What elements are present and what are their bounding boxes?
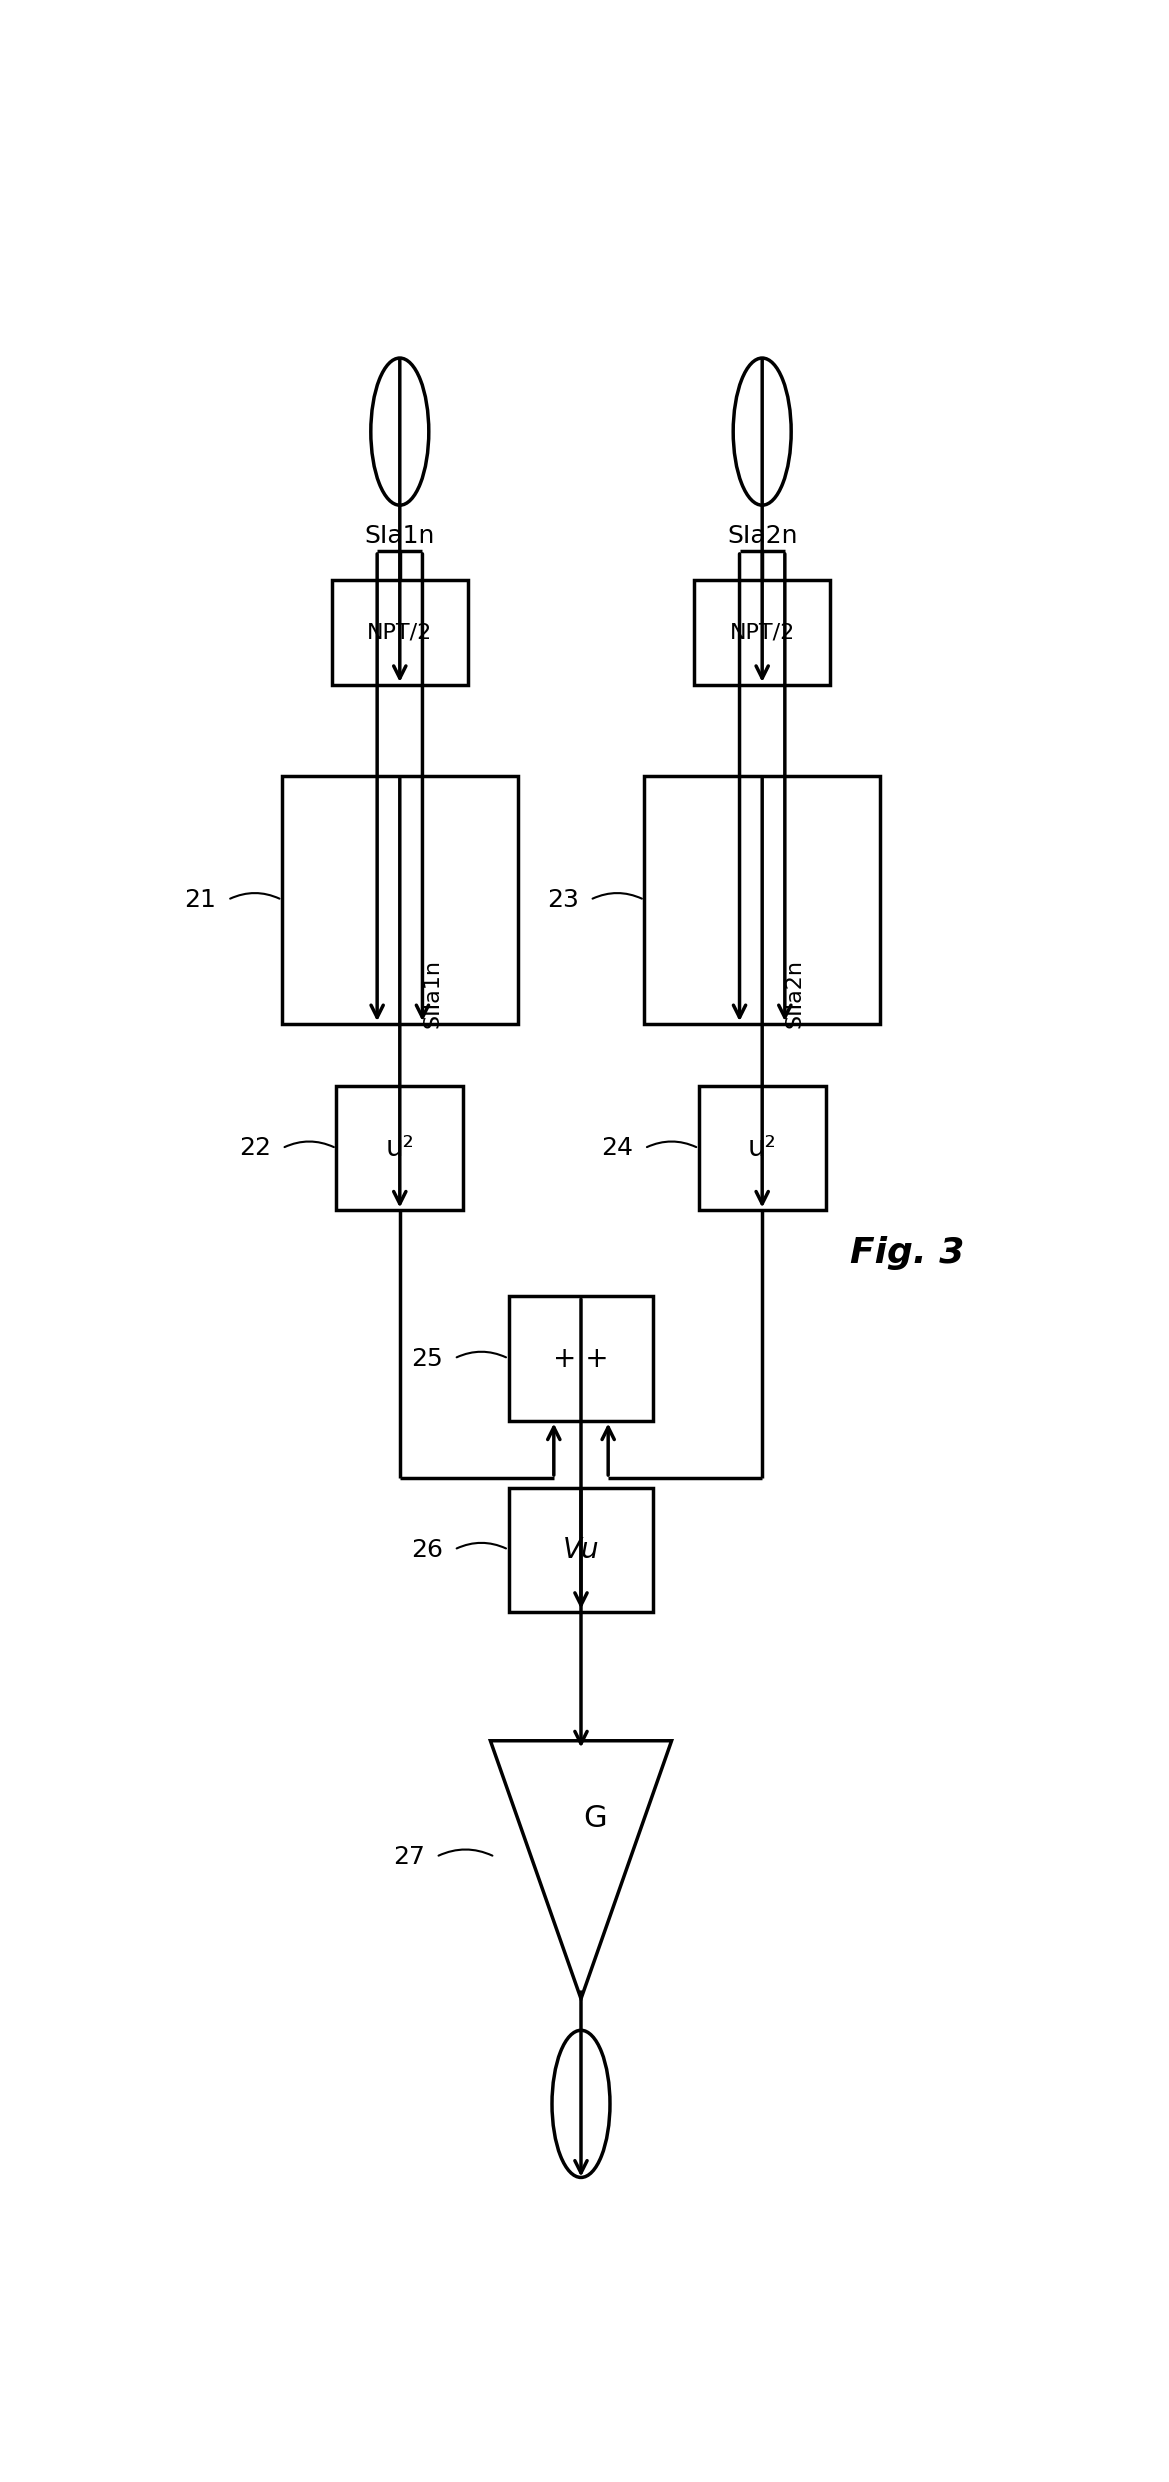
Ellipse shape xyxy=(552,2030,610,2177)
Text: + +: + + xyxy=(553,1345,609,1373)
Text: 27: 27 xyxy=(393,1844,424,1869)
Text: 26: 26 xyxy=(411,1539,443,1561)
Bar xyxy=(699,1087,825,1211)
Text: 21: 21 xyxy=(185,889,216,911)
Text: 22: 22 xyxy=(238,1137,271,1159)
Text: $\mathit{Vu}$: $\mathit{Vu}$ xyxy=(562,1536,600,1564)
Text: NPT/2: NPT/2 xyxy=(367,623,433,643)
Text: G: G xyxy=(583,1804,607,1832)
Text: u²: u² xyxy=(386,1134,414,1162)
Bar xyxy=(644,774,880,1025)
Bar xyxy=(337,1087,463,1211)
Text: 23: 23 xyxy=(547,889,579,911)
Text: NPT/2: NPT/2 xyxy=(729,623,795,643)
Text: 25: 25 xyxy=(411,1348,443,1370)
Text: Fig. 3: Fig. 3 xyxy=(850,1236,964,1271)
Bar xyxy=(509,1296,653,1420)
Text: SIIa1n: SIIa1n xyxy=(422,958,442,1028)
Text: 24: 24 xyxy=(601,1137,634,1159)
Ellipse shape xyxy=(371,357,429,506)
Bar xyxy=(282,774,518,1025)
Bar xyxy=(332,581,468,685)
Polygon shape xyxy=(491,1740,671,1998)
Ellipse shape xyxy=(733,357,791,506)
Bar xyxy=(694,581,830,685)
Text: u²: u² xyxy=(748,1134,776,1162)
Text: SIa1n: SIa1n xyxy=(365,524,435,549)
Text: SIa2n: SIa2n xyxy=(727,524,797,549)
Bar xyxy=(509,1487,653,1611)
Text: SIIa2n: SIIa2n xyxy=(784,958,804,1028)
